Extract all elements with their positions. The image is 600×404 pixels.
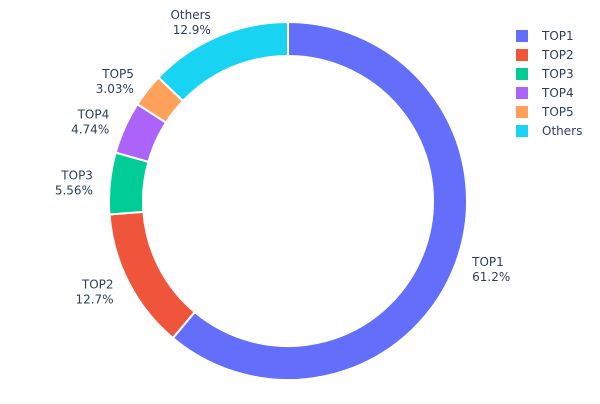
slice-label-name: TOP2 xyxy=(81,277,114,291)
legend-swatch xyxy=(516,106,528,118)
legend-label: TOP1 xyxy=(541,29,574,43)
legend-label: TOP5 xyxy=(541,105,574,119)
slice-label-percent: 12.7% xyxy=(75,292,113,306)
legend-swatch xyxy=(516,125,528,137)
legend-label: TOP2 xyxy=(541,48,574,62)
legend-label: TOP3 xyxy=(541,67,574,81)
slice-others[interactable] xyxy=(157,20,289,103)
slice-top1[interactable] xyxy=(171,20,468,381)
legend-item-top4[interactable]: TOP4 xyxy=(516,86,574,100)
legend-label: TOP4 xyxy=(541,86,574,100)
slice-label-top4: TOP4 4.74% xyxy=(71,108,109,137)
slice-label-name: TOP3 xyxy=(60,169,93,183)
slice-label-others: Others 12.9% xyxy=(170,8,210,37)
legend-item-top2[interactable]: TOP2 xyxy=(516,48,574,62)
slice-top3[interactable] xyxy=(108,151,150,216)
legend-item-top5[interactable]: TOP5 xyxy=(516,105,574,119)
slice-label-name: TOP4 xyxy=(77,108,110,122)
slice-label-top5: TOP5 3.03% xyxy=(96,67,134,96)
legend-swatch xyxy=(516,87,528,99)
legend-label: Others xyxy=(542,124,582,138)
legend[interactable]: TOP1 TOP2 TOP3 TOP4 TOP5 Others xyxy=(516,29,582,138)
legend-swatch xyxy=(516,49,528,61)
slices-layer xyxy=(108,20,468,381)
slice-label-name: TOP1 xyxy=(471,255,504,269)
slice-label-name: Others xyxy=(170,8,210,22)
slice-label-percent: 61.2% xyxy=(472,270,510,284)
slice-label-top3: TOP3 5.56% xyxy=(55,169,93,198)
slice-label-top2: TOP2 12.7% xyxy=(75,277,113,306)
slice-label-percent: 12.9% xyxy=(173,23,211,37)
legend-item-top1[interactable]: TOP1 xyxy=(516,29,574,43)
slice-labels-layer: TOP1 61.2% TOP2 12.7% TOP3 5.56% TOP4 4.74% TOP5… xyxy=(55,8,510,307)
legend-swatch xyxy=(516,68,528,80)
slice-label-percent: 4.74% xyxy=(71,123,109,137)
slice-label-top1: TOP1 61.2% xyxy=(471,255,510,284)
slice-top2[interactable] xyxy=(108,210,197,340)
legend-item-others[interactable]: Others xyxy=(516,124,582,138)
legend-item-top3[interactable]: TOP3 xyxy=(516,67,574,81)
slice-label-name: TOP5 xyxy=(101,67,134,81)
legend-swatch xyxy=(516,30,528,42)
slice-label-percent: 5.56% xyxy=(55,184,93,198)
slice-label-percent: 3.03% xyxy=(96,82,134,96)
